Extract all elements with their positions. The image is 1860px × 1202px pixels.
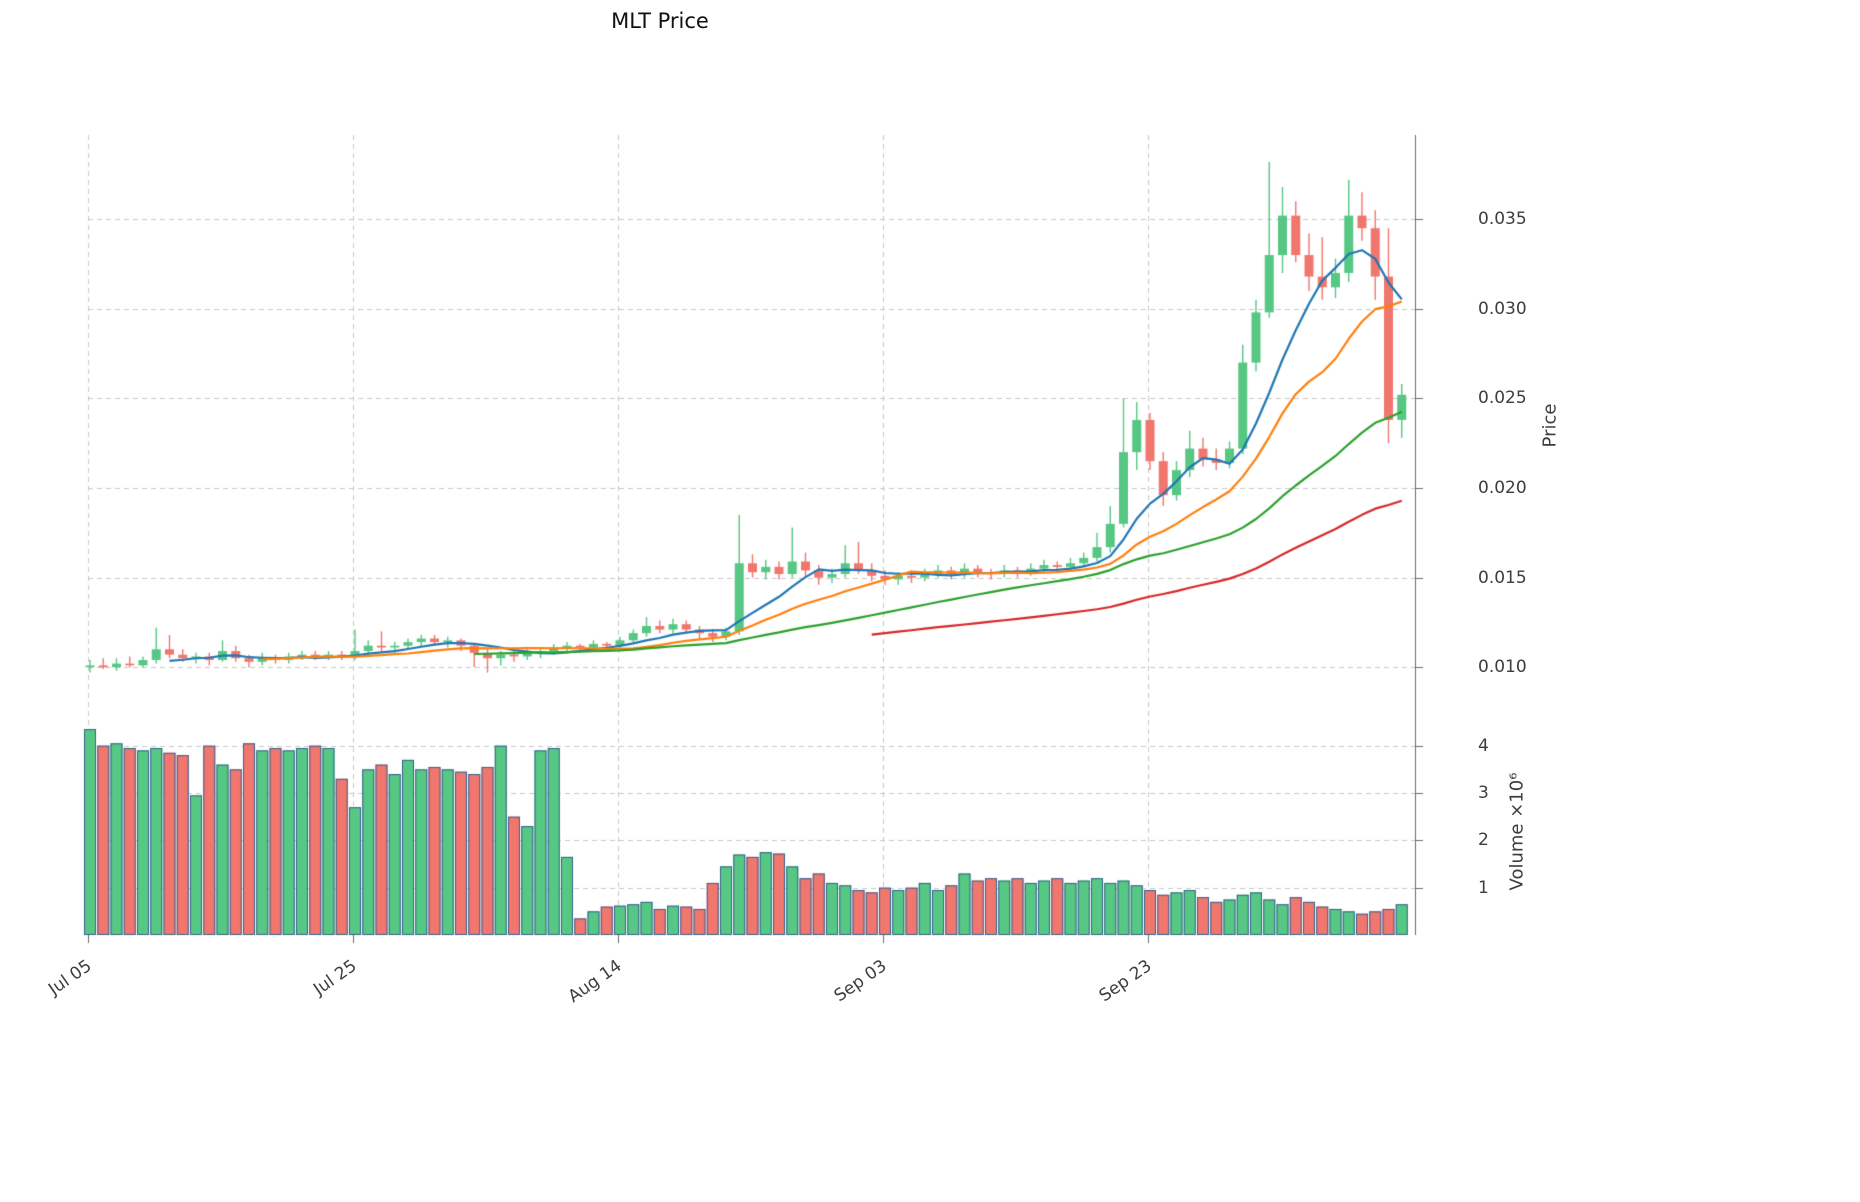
price-tick-label: 0.015 [1478, 567, 1527, 588]
price-tick-label: 0.035 [1478, 209, 1527, 230]
chart-title: MLT Price [611, 9, 709, 33]
volume-tick-label: 1 [1478, 877, 1489, 898]
price-tick-label: 0.025 [1478, 388, 1527, 409]
volume-axis-title: Volume ×10⁶ [1506, 772, 1528, 891]
volume-tick-label: 2 [1478, 830, 1489, 851]
price-tick-label: 0.020 [1478, 478, 1527, 498]
price-tick-label: 0.010 [1478, 657, 1527, 678]
price-tick-label: 0.030 [1478, 298, 1527, 319]
volume-tick-label: 4 [1478, 735, 1489, 756]
price-axis-title: Price [1539, 403, 1561, 448]
volume-tick-label: 3 [1478, 783, 1489, 803]
